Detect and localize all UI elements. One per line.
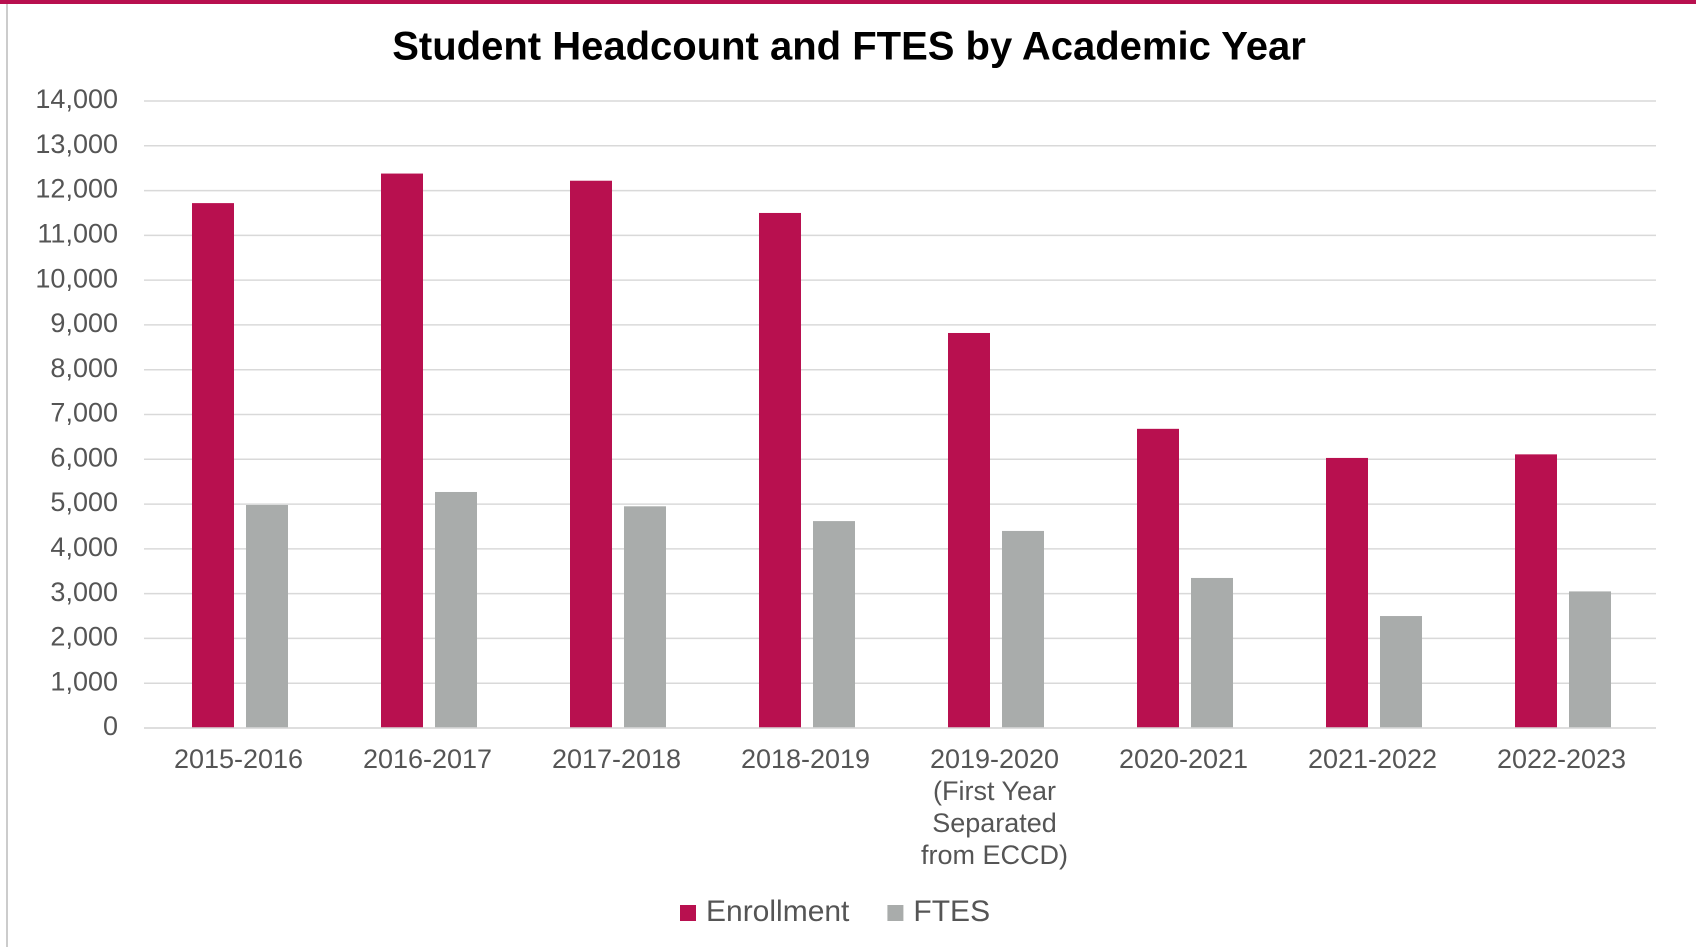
x-tick-label: 2018-2019 (741, 744, 870, 774)
x-tick-label: 2016-2017 (363, 744, 492, 774)
bar (813, 521, 855, 728)
bar (624, 506, 666, 728)
bar (381, 173, 423, 728)
bar (435, 491, 477, 728)
y-tick-label: 11,000 (37, 218, 118, 248)
y-tick-label: 6,000 (50, 442, 118, 472)
x-tick-label: 2015-2016 (174, 744, 303, 774)
legend-swatch (680, 905, 696, 921)
y-tick-label: 9,000 (50, 308, 118, 338)
bar (1326, 457, 1368, 728)
y-tick-label: 13,000 (35, 129, 118, 159)
x-tick-label: 2017-2018 (552, 744, 681, 774)
bar (1002, 530, 1044, 728)
bar (570, 180, 612, 728)
bar (1137, 428, 1179, 728)
y-tick-label: 3,000 (50, 577, 118, 607)
y-tick-label: 10,000 (35, 263, 118, 293)
bar (1380, 616, 1422, 728)
y-tick-label: 12,000 (35, 174, 118, 204)
bar (1515, 454, 1557, 728)
y-tick-label: 1,000 (50, 666, 118, 696)
bar (192, 203, 234, 728)
legend-label: Enrollment (706, 895, 850, 928)
y-tick-label: 4,000 (50, 532, 118, 562)
y-tick-label: 0 (103, 711, 118, 741)
x-tick-label: 2019-2020 (First Year Separated from ECCD) (921, 744, 1068, 870)
legend-swatch (887, 905, 904, 921)
top-border (0, 0, 1696, 4)
bar (948, 332, 990, 728)
y-tick-label: 8,000 (50, 353, 118, 383)
y-tick-label: 14,000 (35, 84, 118, 114)
bar (1191, 577, 1233, 728)
x-tick-label: 2022-2023 (1497, 744, 1626, 774)
y-tick-label: 5,000 (50, 487, 118, 517)
bar (1569, 591, 1611, 728)
bar (759, 212, 801, 728)
y-tick-label: 2,000 (50, 622, 118, 652)
x-tick-label: 2020-2021 (1119, 744, 1248, 774)
chart-title: Student Headcount and FTES by Academic Y… (392, 25, 1306, 69)
legend-label: FTES (913, 895, 990, 928)
y-tick-label: 7,000 (50, 398, 118, 428)
x-tick-label: 2021-2022 (1308, 744, 1437, 774)
bar (246, 504, 288, 728)
